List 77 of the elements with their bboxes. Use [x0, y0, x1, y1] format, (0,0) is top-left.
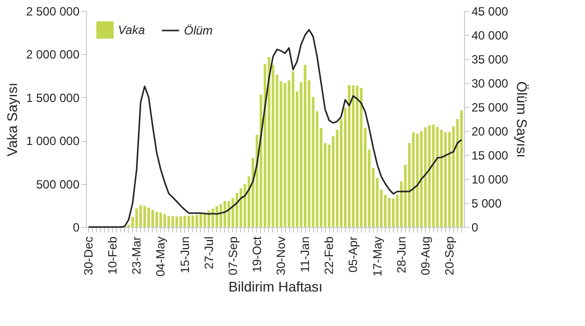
x-tick-label: 09-Aug [418, 236, 432, 276]
bar [428, 125, 431, 227]
bar [348, 84, 350, 227]
bar [183, 216, 186, 227]
x-tick-label: 30-Nov [274, 236, 288, 276]
x-tick-label: 30-Dec [82, 236, 96, 276]
y2-tick-label: 10 000 [472, 172, 509, 186]
x-tick-label: 10-Feb [106, 236, 120, 275]
x-tick-label: 19-Oct [250, 236, 264, 273]
bar [284, 82, 286, 227]
x-tick-label: 04-May [154, 236, 168, 277]
x-axis-title: Bildirim Haftası [228, 278, 323, 295]
bar [167, 216, 170, 227]
bar [171, 216, 174, 227]
x-tick-label: 27-Jul [202, 236, 216, 270]
bar [304, 64, 306, 227]
bar [436, 127, 439, 227]
bar [352, 85, 355, 227]
bar [163, 214, 166, 227]
bar [135, 208, 138, 227]
bar [392, 198, 395, 227]
bar [143, 206, 146, 227]
y-tick-label: 0 [72, 220, 80, 234]
legend-label: Ölüm [184, 24, 213, 38]
y-tick-label: 500 000 [36, 177, 80, 192]
y2-tick-label: 30 000 [472, 76, 509, 90]
bar [388, 198, 391, 227]
y2-tick-label: 5 000 [472, 196, 502, 210]
bar [151, 210, 154, 227]
y-tick-label: 2 000 000 [26, 48, 80, 62]
y-tick-label: 1 500 000 [26, 90, 80, 105]
bar [139, 205, 142, 227]
bar [268, 56, 270, 227]
y-tick-label: 1 000 000 [26, 134, 80, 148]
bar [292, 71, 294, 227]
bar [195, 214, 198, 227]
bar [191, 215, 194, 227]
bar [200, 214, 202, 227]
legend-label: Vaka [118, 23, 146, 37]
bar [416, 134, 419, 227]
y2-tick-label: 15 000 [472, 148, 509, 162]
x-tick-label: 05-Apr [346, 236, 360, 273]
x-tick-label: 23-Mar [130, 236, 144, 275]
bar [440, 130, 443, 227]
y2-tick-label: 20 000 [472, 124, 509, 138]
y-tick-label: 2 500 000 [26, 4, 80, 18]
bar [175, 216, 178, 227]
bar [240, 188, 242, 227]
bar [187, 216, 190, 227]
y-axis-title: Vaka Sayısı [4, 82, 20, 156]
y2-tick-label: 35 000 [472, 52, 509, 66]
bar [424, 127, 427, 227]
bar [460, 110, 463, 227]
bar [147, 208, 150, 227]
y2-tick-label: 0 [472, 220, 478, 234]
x-tick-label: 17-May [370, 236, 384, 277]
bar [224, 201, 226, 227]
bar [412, 132, 415, 227]
x-tick-label: 22-Feb [322, 236, 336, 275]
bar [360, 88, 363, 227]
y2-tick-label: 40 000 [472, 28, 509, 42]
x-tick-label: 28-Jun [394, 236, 408, 274]
bar [356, 86, 359, 227]
bar [179, 216, 182, 227]
y2-tick-label: 45 000 [472, 4, 509, 18]
bar [159, 212, 162, 227]
x-tick-label: 11-Jan [298, 236, 312, 272]
x-tick-label: 20-Sep [442, 236, 456, 276]
bar [220, 204, 222, 227]
bar [444, 132, 447, 227]
x-tick-label: 07-Sep [226, 236, 240, 276]
x-tick-label: 15-Jun [178, 236, 192, 274]
y2-axis-title: Ölüm Sayısı [514, 81, 530, 158]
bar [420, 131, 423, 227]
bar [155, 212, 158, 227]
bar [432, 124, 435, 227]
y2-tick-label: 25 000 [472, 100, 509, 114]
